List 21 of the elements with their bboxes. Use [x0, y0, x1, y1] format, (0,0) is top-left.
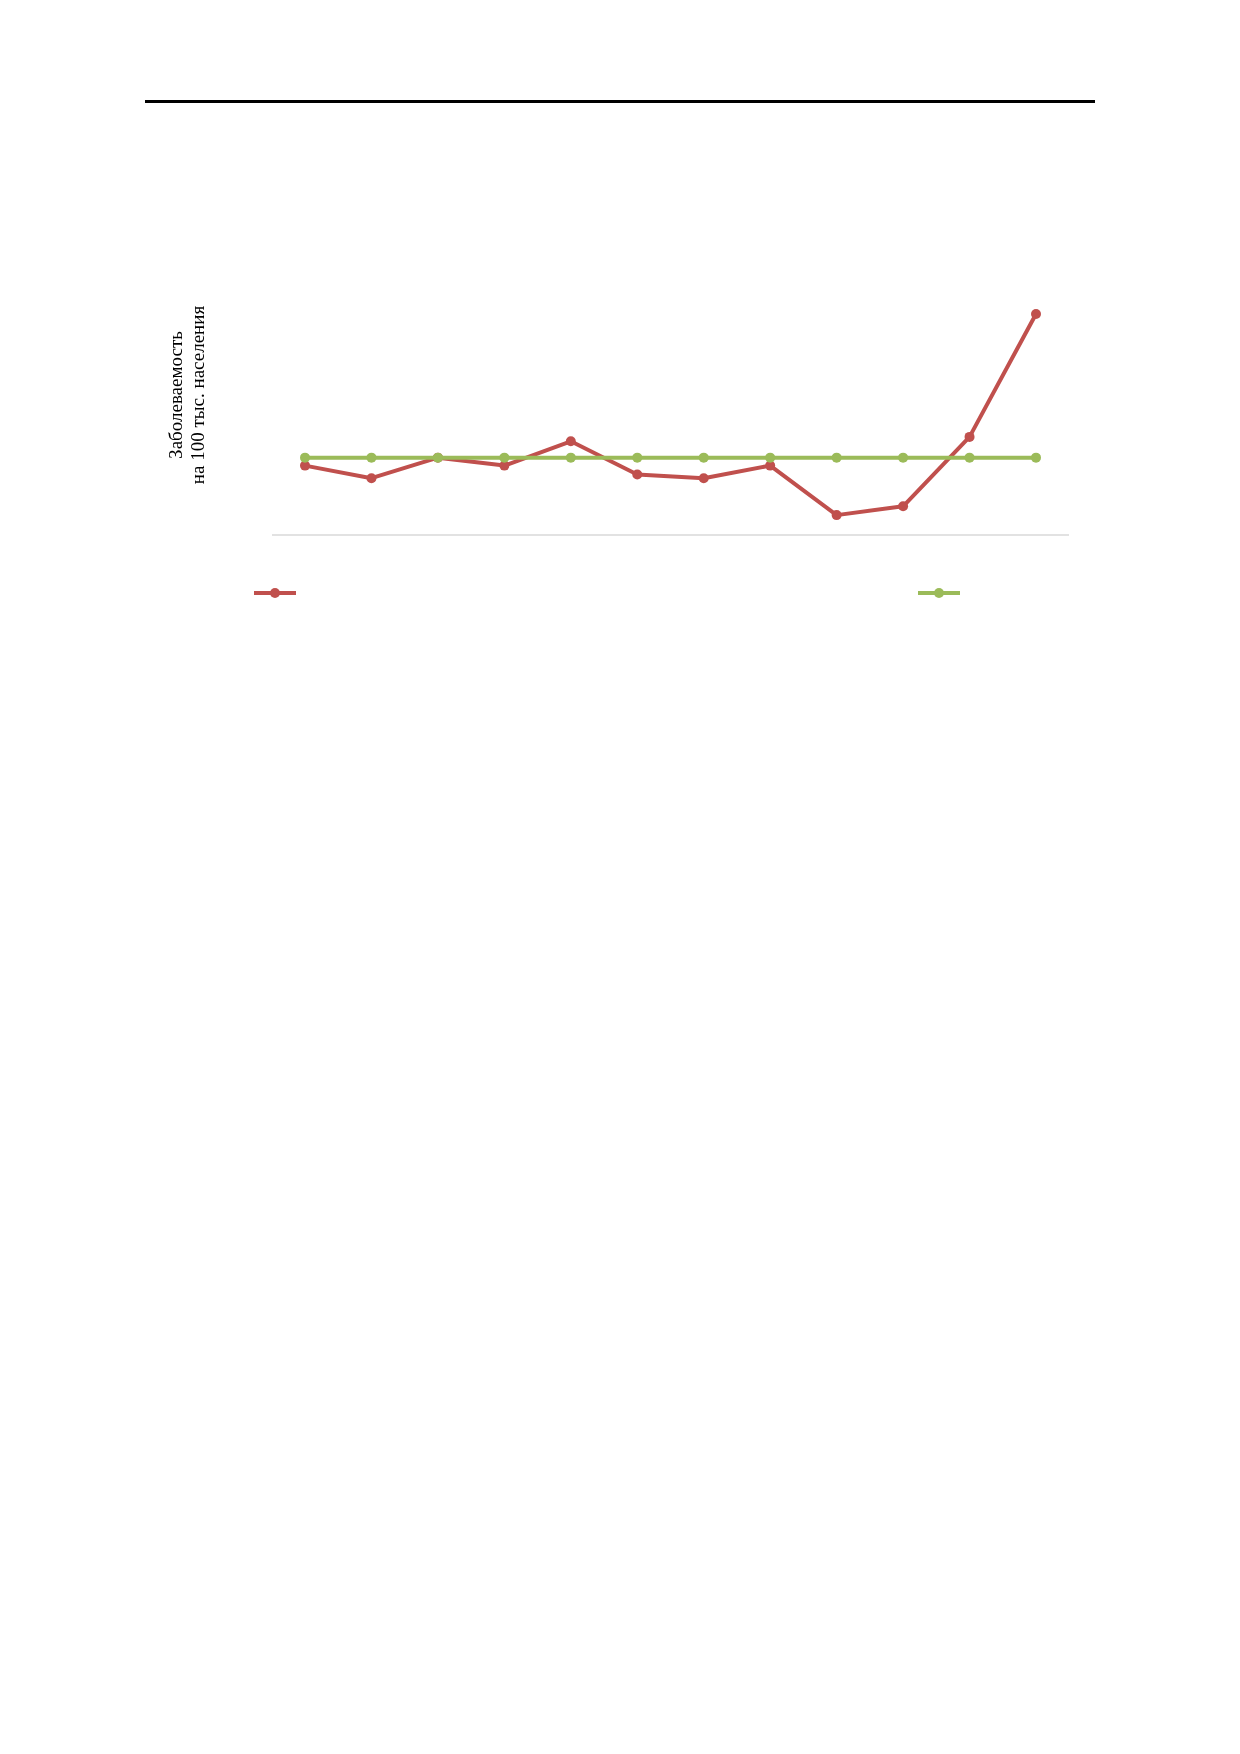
point: [765, 452, 776, 463]
point: [366, 452, 377, 463]
point: [366, 473, 377, 484]
point: [898, 452, 909, 463]
point: [300, 460, 310, 471]
point: [565, 436, 576, 447]
point: [964, 431, 975, 442]
point: [632, 452, 643, 463]
point: [1031, 309, 1041, 319]
point: [698, 473, 709, 484]
y-axis-title: Заболеваемость на 100 тыс. населения: [165, 305, 208, 485]
point: [831, 510, 842, 521]
point: [499, 452, 510, 463]
point: [898, 501, 909, 512]
point: [300, 452, 310, 463]
point: [831, 452, 842, 463]
point: [565, 452, 576, 463]
point: [632, 469, 643, 480]
point: [964, 452, 975, 463]
point: [1031, 452, 1041, 463]
point: [698, 452, 709, 463]
